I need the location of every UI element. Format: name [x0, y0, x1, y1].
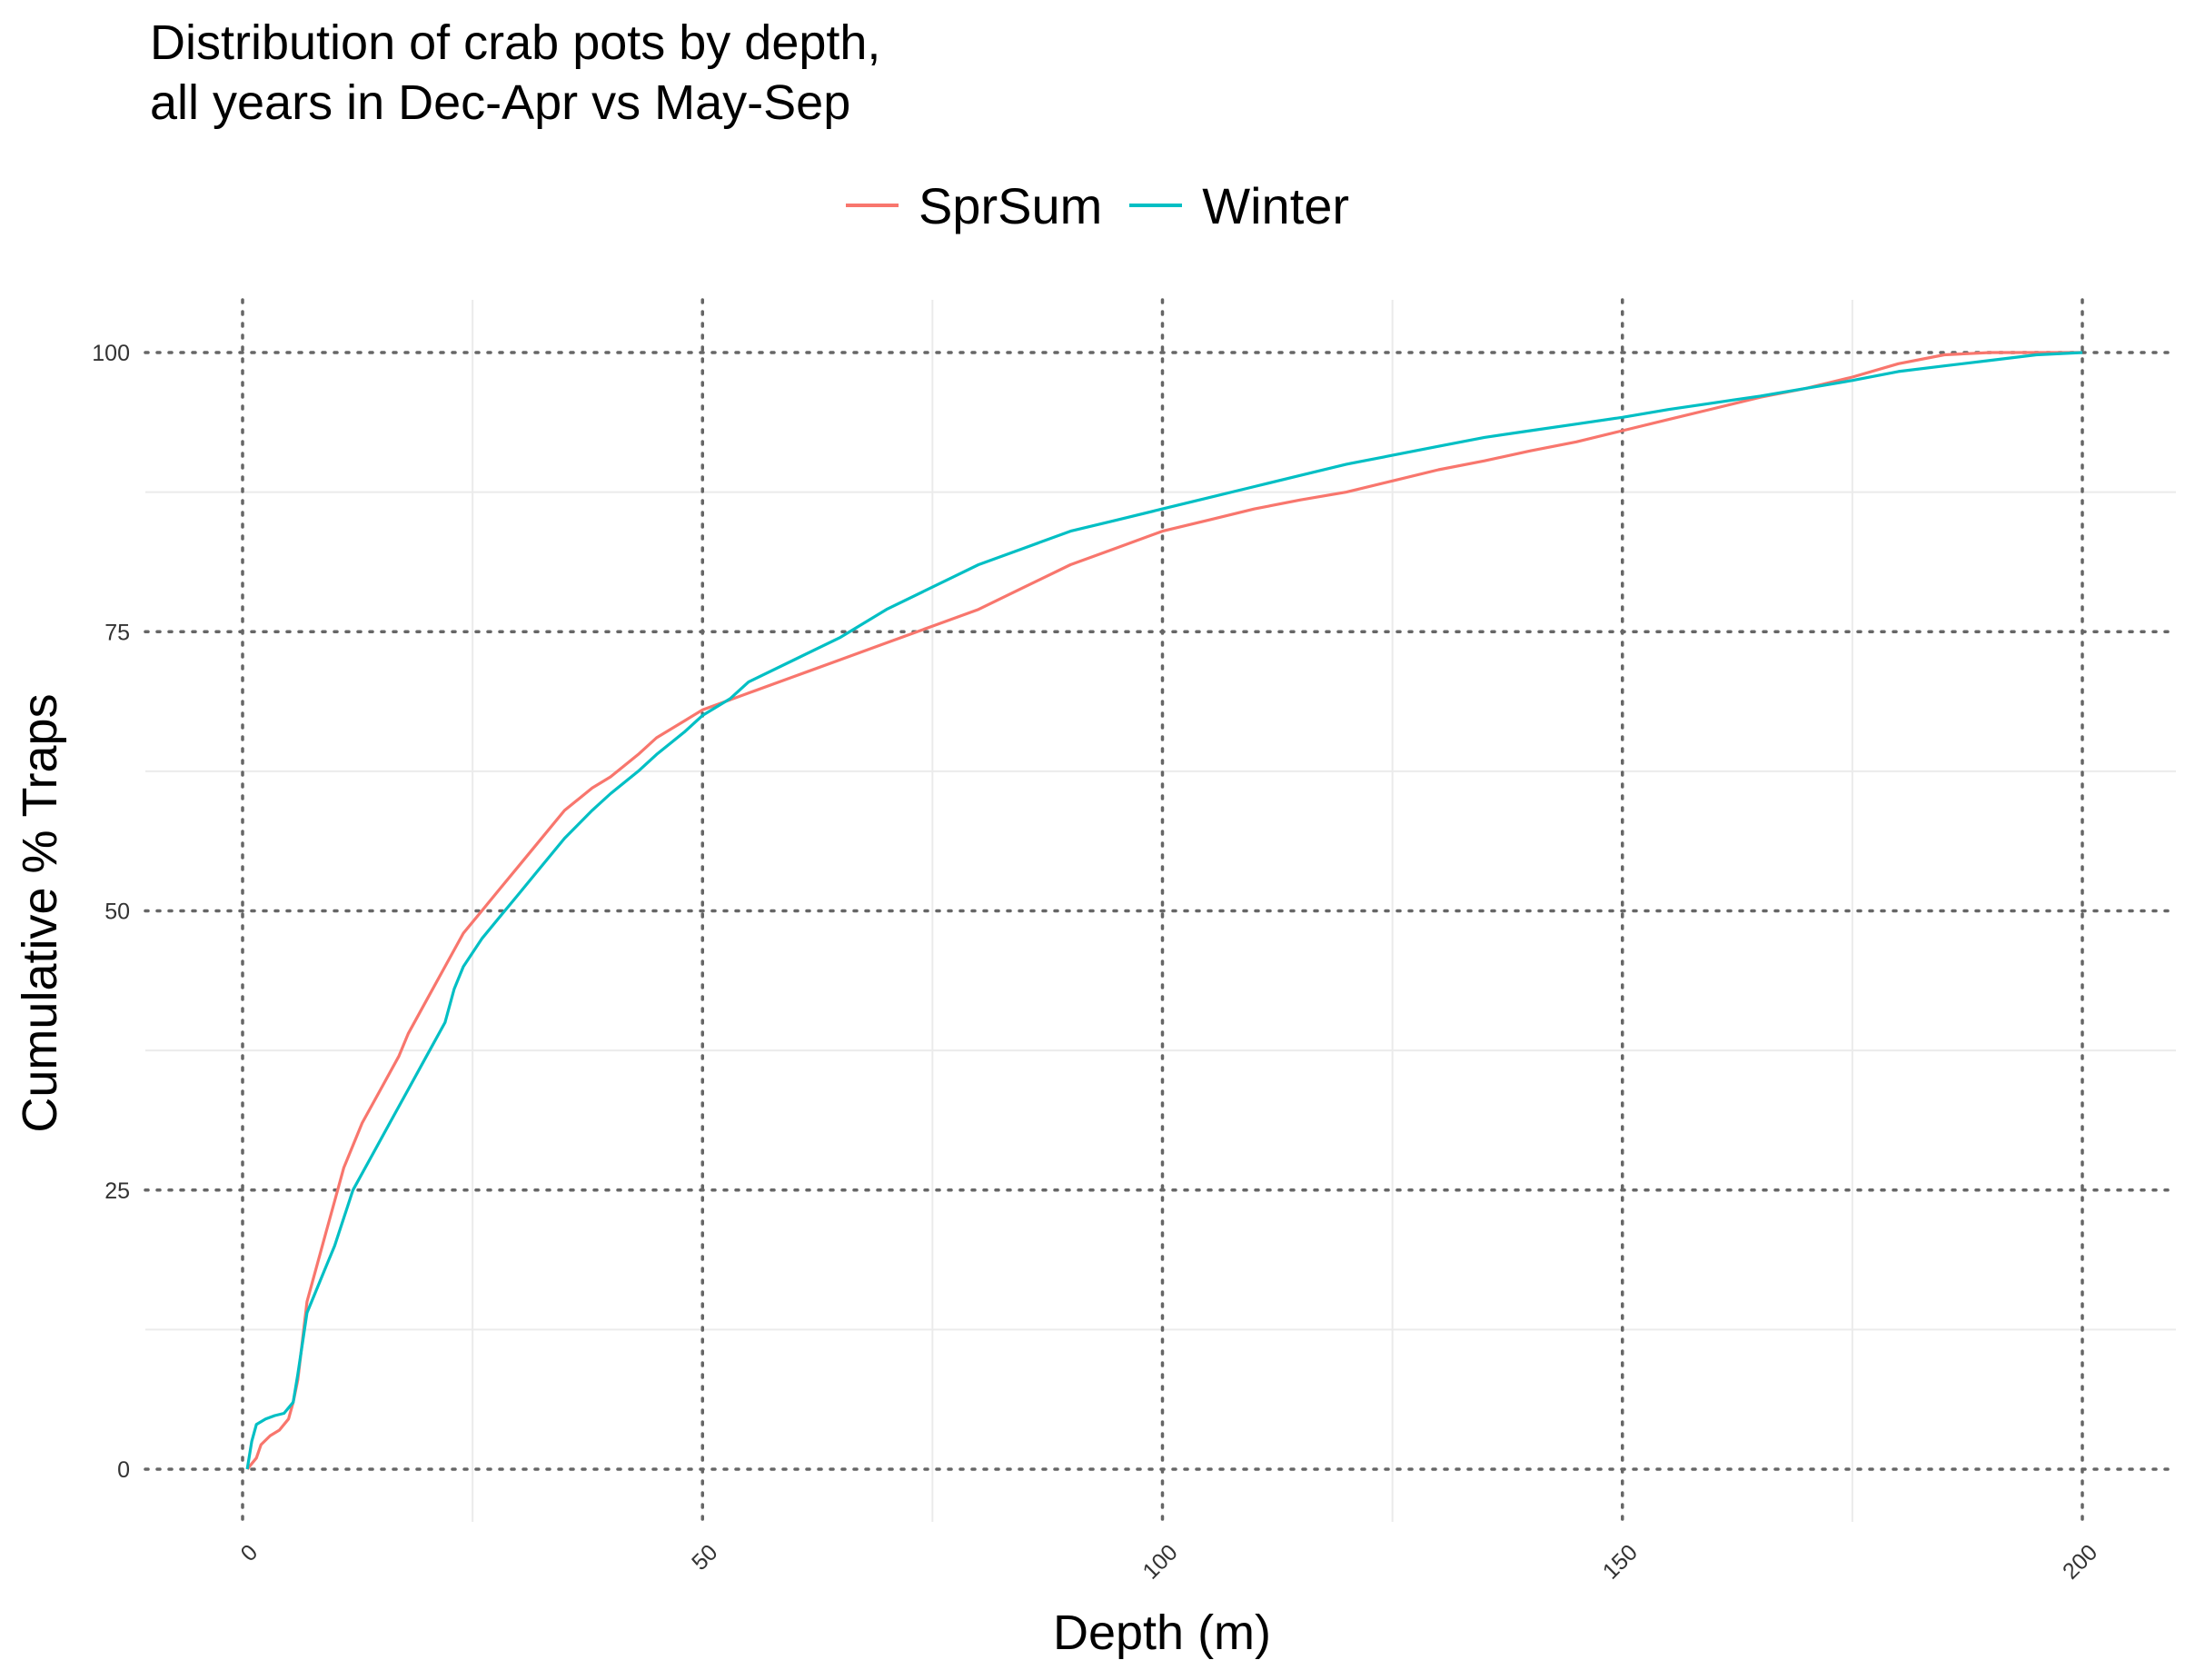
legend-label-sprsum: SprSum [918, 176, 1103, 234]
legend-item-winter: Winter [1129, 176, 1349, 235]
chart-title-line-2: all years in Dec-Apr vs May-Sep [150, 75, 851, 130]
x-tick-label: 100 [1137, 1539, 1182, 1584]
legend-label-winter: Winter [1202, 176, 1350, 234]
y-tick-label: 50 [104, 900, 130, 925]
major-gridlines [144, 298, 2178, 1524]
y-tick-label: 25 [104, 1178, 130, 1204]
x-tick-label: 0 [236, 1539, 263, 1566]
y-axis-ticks: 0 25 50 75 100 [92, 341, 130, 1483]
series-line-winter [245, 351, 2083, 1470]
chart-title: Distribution of crab pots by depth, all … [150, 13, 880, 133]
x-tick-label: 50 [687, 1539, 722, 1575]
x-axis-title: Depth (m) [1053, 1605, 1271, 1660]
y-tick-label: 75 [104, 620, 130, 645]
y-axis-title: Cumulative % Traps [13, 693, 67, 1132]
x-tick-label: 150 [1598, 1539, 1643, 1584]
series-line-sprsum [245, 351, 2082, 1471]
x-axis-ticks: 0 50 100 150 200 [236, 1539, 2103, 1584]
series-lines [245, 351, 2083, 1471]
chart-title-line-1: Distribution of crab pots by depth, [150, 15, 881, 70]
legend-key-sprsum [845, 204, 899, 207]
legend-key-winter [1129, 204, 1183, 207]
minor-gridlines [145, 300, 2176, 1522]
y-tick-label: 0 [117, 1457, 130, 1483]
x-tick-label: 200 [2058, 1539, 2102, 1584]
legend: SprSum Winter [0, 169, 2195, 242]
legend-item-sprsum: SprSum [845, 176, 1103, 235]
y-tick-label: 100 [92, 341, 130, 366]
